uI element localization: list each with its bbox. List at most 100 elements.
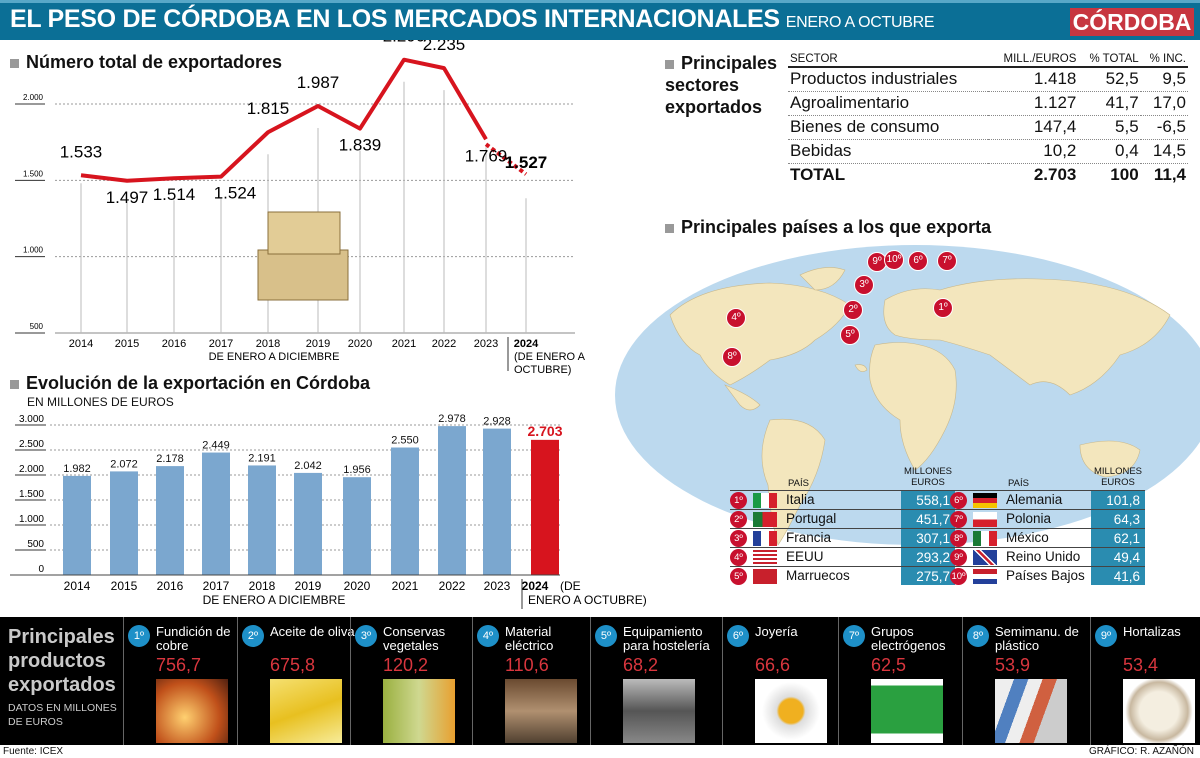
bar bbox=[294, 472, 322, 575]
product-name: Aceite de oliva bbox=[270, 624, 355, 639]
table-cell: 17,0 bbox=[1140, 91, 1188, 116]
table-cell: 1.127 bbox=[988, 91, 1079, 116]
bar bbox=[156, 466, 184, 575]
country-row: 5º Marruecos 275,7 bbox=[730, 566, 955, 586]
product-value: 675,8 bbox=[270, 655, 316, 675]
bar-chart-subtitle: EN MILLONES DE EUROS bbox=[27, 395, 174, 409]
rank-badge: 2º bbox=[730, 511, 747, 528]
data-label: 1.815 bbox=[247, 99, 290, 118]
product-value: 53,4 bbox=[1123, 655, 1159, 675]
data-label: 1.839 bbox=[339, 136, 382, 155]
table-cell: -6,5 bbox=[1140, 115, 1188, 140]
xtick-label: 2014 bbox=[69, 338, 93, 350]
column-header: MILL./EUROS bbox=[988, 52, 1079, 68]
map-marker: 2º bbox=[843, 300, 863, 320]
line-series bbox=[80, 57, 488, 183]
rank-badge: 7º bbox=[950, 511, 967, 528]
country-name: Reino Unido bbox=[1006, 549, 1081, 564]
flag-pl-icon bbox=[973, 512, 997, 527]
country-name: Polonia bbox=[1006, 511, 1052, 526]
flag-ma-icon bbox=[753, 569, 777, 584]
xtick-label: 2018 bbox=[249, 579, 276, 593]
product-item: 9º Hortalizas 53,4 bbox=[1090, 617, 1200, 745]
ytick-label: 2.500 bbox=[19, 439, 44, 450]
title-text: EL PESO DE CÓRDOBA EN LOS MERCADOS INTER… bbox=[10, 5, 780, 33]
product-image bbox=[156, 679, 228, 743]
ytick-label: 1.000 bbox=[19, 514, 44, 525]
rank-badge: 4º bbox=[477, 625, 499, 647]
xtick-label: 2022 bbox=[439, 579, 466, 593]
map-marker: 8º bbox=[722, 347, 742, 367]
flag-fr-icon bbox=[753, 531, 777, 546]
bar-label: 2.191 bbox=[248, 452, 276, 464]
country-value: 275,7 bbox=[901, 567, 955, 586]
column-header: PAÍS bbox=[1008, 478, 1029, 489]
country-row: 2º Portugal 451,7 bbox=[730, 509, 955, 529]
xtick-label: 2023 bbox=[484, 579, 511, 593]
country-row: 3º Francia 307,1 bbox=[730, 528, 955, 548]
product-image bbox=[871, 679, 943, 743]
bar bbox=[248, 465, 276, 575]
country-value: 62,1 bbox=[1091, 529, 1145, 548]
product-image bbox=[623, 679, 695, 743]
product-item: 3º Conservas vegetales 120,2 bbox=[350, 617, 472, 745]
xtick-label: 2019 bbox=[295, 579, 322, 593]
map-marker: 3º bbox=[854, 275, 874, 295]
country-name: Portugal bbox=[786, 511, 837, 526]
rank-badge: 10º bbox=[950, 568, 967, 585]
map-marker: 4º bbox=[726, 308, 746, 328]
xtick-label: 2020 bbox=[348, 338, 372, 350]
rank-badge: 7º bbox=[843, 625, 865, 647]
rank-badge: 9º bbox=[1095, 625, 1117, 647]
product-image bbox=[505, 679, 577, 743]
last-note: (DE ENERO A OCTUBRE) bbox=[528, 579, 647, 607]
column-header: % INC. bbox=[1140, 52, 1188, 68]
bar-label: 2.550 bbox=[391, 435, 419, 447]
rank-badge: 6º bbox=[727, 625, 749, 647]
ytick-label: 1.000 bbox=[23, 246, 44, 255]
ytick-label: 1.500 bbox=[23, 169, 44, 178]
ytick-label: 3.000 bbox=[19, 414, 44, 425]
product-image bbox=[270, 679, 342, 743]
x-note: DE ENERO A DICIEMBRE bbox=[203, 593, 346, 607]
source-note: Fuente: ICEX bbox=[3, 746, 64, 757]
table-row: Bebidas 10,2 0,4 14,5 bbox=[788, 139, 1188, 164]
country-name: Italia bbox=[786, 492, 815, 507]
last-note: (DE ENERO A OCTUBRE) bbox=[514, 351, 586, 376]
product-item: 4º Material eléctrico 110,6 bbox=[472, 617, 590, 745]
world-map bbox=[615, 245, 1200, 546]
bar-label: 2.042 bbox=[294, 460, 322, 472]
product-name: Material eléctrico bbox=[505, 624, 554, 653]
countries-table: PAÍS MILLONES EUROS 1º Italia 558,1 2º Portuga… bbox=[730, 466, 955, 586]
total-cell: 11,4 bbox=[1153, 165, 1186, 185]
map-marker: 6º bbox=[908, 251, 928, 271]
bar bbox=[63, 475, 91, 575]
exporters-line-chart: 500 1.000 1.500 2.000 1.533 1.497 1.514 1.524 1.… bbox=[15, 40, 586, 376]
xtick-label: 2018 bbox=[256, 338, 280, 350]
exports-bar-chart: 0 500 1.000 1.500 2.000 2.500 3.000 1.982 2014 2.… bbox=[10, 413, 647, 609]
country-row: 1º Italia 558,1 bbox=[730, 490, 955, 510]
xtick-label: 2022 bbox=[432, 338, 456, 350]
xtick-label: 2014 bbox=[64, 579, 91, 593]
country-name: México bbox=[1006, 530, 1049, 545]
bar bbox=[531, 439, 559, 575]
flag-mx-icon bbox=[973, 531, 997, 546]
bar-label: 2.178 bbox=[156, 453, 184, 465]
rank-badge: 3º bbox=[355, 625, 377, 647]
country-row: 10º Países Bajos 41,6 bbox=[950, 566, 1145, 586]
bar-label: 1.982 bbox=[63, 463, 91, 475]
flag-gb-icon bbox=[973, 550, 997, 565]
data-label: 1.514 bbox=[153, 185, 196, 204]
country-name: Francia bbox=[786, 530, 832, 545]
map-marker: 7º bbox=[937, 251, 957, 271]
country-value: 293,2 bbox=[901, 548, 955, 567]
rank-badge: 5º bbox=[730, 568, 747, 585]
table-cell: Bienes de consumo bbox=[788, 115, 989, 140]
bar bbox=[438, 426, 466, 575]
flag-it-icon bbox=[753, 493, 777, 508]
country-value: 49,4 bbox=[1091, 548, 1145, 567]
table-row: Productos industriales 1.418 52,5 9,5 bbox=[788, 67, 1188, 92]
product-item: 1º Fundición de cobre 756,7 bbox=[123, 617, 237, 745]
product-name: Hortalizas bbox=[1123, 624, 1181, 639]
bar-label: 2.928 bbox=[483, 416, 511, 428]
